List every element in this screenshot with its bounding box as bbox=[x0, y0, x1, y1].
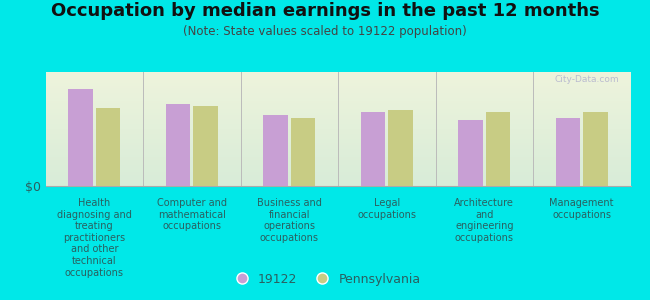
Bar bbox=[96, 109, 120, 186]
Bar bbox=[193, 106, 218, 186]
Text: Health
diagnosing and
treating
practitioners
and other
technical
occupations: Health diagnosing and treating practitio… bbox=[57, 198, 132, 278]
Bar bbox=[388, 110, 413, 186]
Text: (Note: State values scaled to 19122 population): (Note: State values scaled to 19122 popu… bbox=[183, 26, 467, 38]
Text: Business and
financial
operations
occupations: Business and financial operations occupa… bbox=[257, 198, 322, 243]
Bar bbox=[556, 118, 580, 186]
Bar bbox=[361, 112, 385, 186]
Bar bbox=[486, 112, 510, 186]
Text: Legal
occupations: Legal occupations bbox=[358, 198, 416, 220]
Text: City-Data.com: City-Data.com bbox=[554, 75, 619, 84]
Bar bbox=[458, 120, 483, 186]
Text: Architecture
and
engineering
occupations: Architecture and engineering occupations bbox=[454, 198, 514, 243]
Bar bbox=[166, 104, 190, 186]
Text: Computer and
mathematical
occupations: Computer and mathematical occupations bbox=[157, 198, 227, 231]
Bar bbox=[583, 112, 608, 186]
Legend: 19122, Pennsylvania: 19122, Pennsylvania bbox=[224, 268, 426, 291]
Text: Management
occupations: Management occupations bbox=[549, 198, 614, 220]
Bar bbox=[291, 118, 315, 186]
Bar bbox=[68, 89, 93, 186]
Text: Occupation by median earnings in the past 12 months: Occupation by median earnings in the pas… bbox=[51, 2, 599, 20]
Bar bbox=[263, 115, 288, 186]
